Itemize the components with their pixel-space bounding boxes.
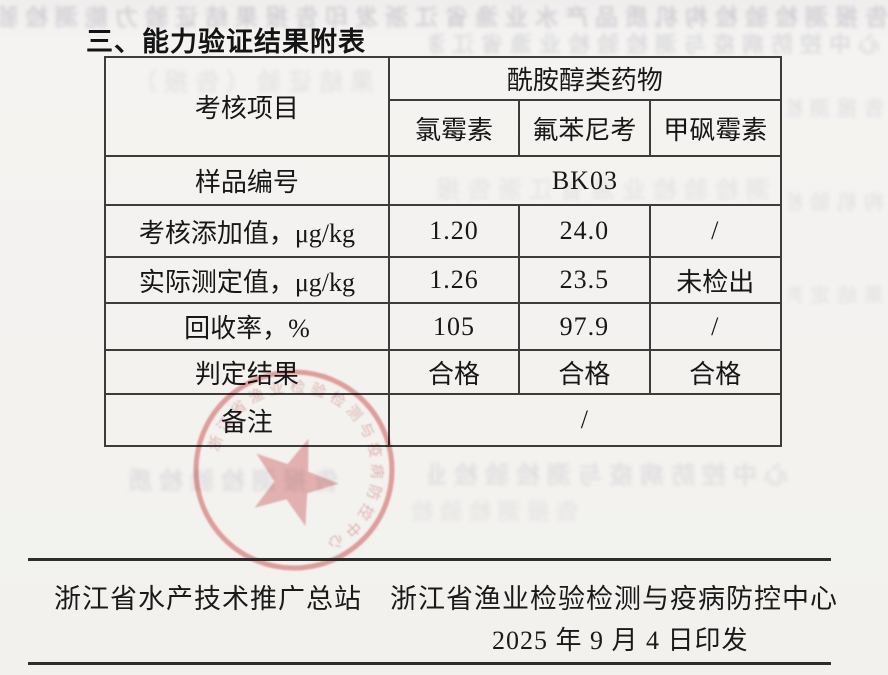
footer-top-rule xyxy=(28,558,831,561)
cell-measured-florfenicol: 23.5 xyxy=(518,256,651,304)
page-title: 三、能力验证结果附表 xyxy=(86,27,366,58)
row-label-sample-id: 样品编号 xyxy=(104,155,390,206)
cell-measured-thiamphenicol: 未检出 xyxy=(648,256,783,304)
bleed-through-text: 心中控防病疫与测检验检业渔 xyxy=(428,463,788,489)
footer-date-line: 2025 年 9 月 4 日印发 xyxy=(492,626,749,655)
bleed-through-text: 告报测检验检质 xyxy=(121,469,338,495)
row-label-judgement: 判定结果 xyxy=(104,349,390,395)
cell-sample-id: BK03 xyxy=(387,155,783,206)
bleed-through-text: 果结定判 xyxy=(788,285,884,307)
footer-organizations: 浙江省水产技术推广总站 浙江省渔业检验检测与疫病防控中心 xyxy=(54,577,854,616)
cell-judgement-florfenicol: 合格 xyxy=(518,349,651,395)
bleed-through-text: 心中控防病疫与测检验检业渔省江浙 xyxy=(430,32,880,57)
footer-org-left: 浙江省水产技术推广总站 xyxy=(54,584,362,614)
header-col-florfenicol: 氟苯尼考 xyxy=(518,99,651,157)
header-col-thiamphenicol: 甲砜霉素 xyxy=(648,99,783,157)
row-label-measured-value: 实际测定值，μg/kg xyxy=(104,256,390,304)
footer-org-right: 浙江省渔业检验检测与疫病防控中心 xyxy=(390,584,838,614)
results-table: 考核项目 酰胺醇类药物 氯霉素 氟苯尼考 甲砜霉素 样品编号 BK03 考核添加… xyxy=(104,56,783,447)
cell-judgement-chloramphenicol: 合格 xyxy=(387,349,521,395)
cell-recovery-thiamphenicol: / xyxy=(648,302,783,351)
cell-judgement-thiamphenicol: 合格 xyxy=(648,349,783,395)
cell-spiked-thiamphenicol: / xyxy=(648,204,783,258)
cell-measured-chloramphenicol: 1.26 xyxy=(387,256,521,304)
cell-recovery-florfenicol: 97.9 xyxy=(518,302,651,351)
cell-remarks: / xyxy=(387,393,783,447)
bleed-through-text: 构机验检 xyxy=(788,192,884,214)
row-label-remarks: 备注 xyxy=(104,393,390,447)
cell-spiked-chloramphenicol: 1.20 xyxy=(387,204,521,258)
bleed-through-text: 告报测检验检 xyxy=(403,499,578,524)
header-drug-group: 酰胺醇类药物 xyxy=(387,56,783,101)
cell-spiked-florfenicol: 24.0 xyxy=(518,204,651,258)
bleed-through-text: 告报测检 xyxy=(788,98,884,120)
header-assessment-item: 考核项目 xyxy=(104,56,390,157)
footer-bottom-rule xyxy=(28,662,831,665)
row-label-recovery-rate: 回收率，% xyxy=(104,302,390,351)
row-label-spiked-value: 考核添加值，μg/kg xyxy=(104,204,390,258)
cell-recovery-chloramphenicol: 105 xyxy=(387,302,521,351)
header-col-chloramphenicol: 氯霉素 xyxy=(387,99,521,157)
